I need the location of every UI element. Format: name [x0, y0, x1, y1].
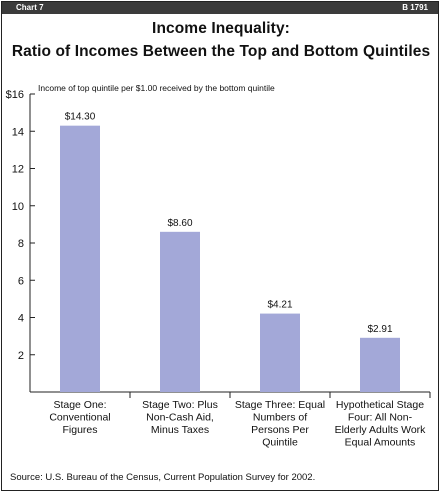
- chart-title: Income Inequality:: [152, 20, 290, 37]
- bar: [360, 337, 400, 392]
- y-axis-label: Income of top quintile per $1.00 receive…: [38, 83, 275, 93]
- data-label: $8.60: [167, 218, 192, 229]
- chart-subtitle: Ratio of Incomes Between the Top and Bot…: [11, 43, 431, 60]
- data-label: $4.21: [267, 300, 292, 311]
- category-label: Stage Three: Equal: [235, 399, 325, 411]
- header-bar: Chart 7 B 1791: [2, 2, 438, 14]
- document-id: B 1791: [402, 3, 428, 12]
- y-tick-label: 6: [18, 275, 24, 287]
- category-label: Non-Cash Aid,: [146, 412, 214, 424]
- bar: [60, 125, 100, 392]
- category-label: Stage One:: [53, 399, 106, 411]
- y-tick-label: 12: [12, 164, 24, 176]
- source-note: Source: U.S. Bureau of the Census, Curre…: [10, 472, 316, 483]
- category-label: Equal Amounts: [345, 437, 416, 449]
- chart-number: Chart 7: [16, 3, 44, 12]
- category-label: Elderly Adults Work: [335, 424, 427, 436]
- data-label: $14.30: [65, 112, 96, 123]
- category-label: Minus Taxes: [151, 424, 209, 436]
- bar: [160, 231, 200, 392]
- category-label: Four: All Non-: [348, 412, 413, 424]
- y-tick-label: 2: [18, 350, 24, 362]
- category-label: Numbers of: [253, 412, 307, 424]
- y-tick-label: $16: [6, 89, 24, 101]
- y-tick-label: 4: [18, 313, 24, 325]
- y-tick-label: 10: [12, 201, 24, 213]
- category-label: Figures: [62, 424, 97, 436]
- category-label: Persons Per: [251, 424, 309, 436]
- y-tick-label: 14: [12, 126, 24, 138]
- category-label: Conventional: [49, 412, 110, 424]
- category-label: Quintile: [262, 437, 298, 449]
- data-label: $2.91: [367, 324, 392, 335]
- bar: [260, 313, 300, 392]
- y-tick-label: 8: [18, 238, 24, 250]
- category-label: Hypothetical Stage: [336, 399, 424, 411]
- category-label: Stage Two: Plus: [142, 399, 218, 411]
